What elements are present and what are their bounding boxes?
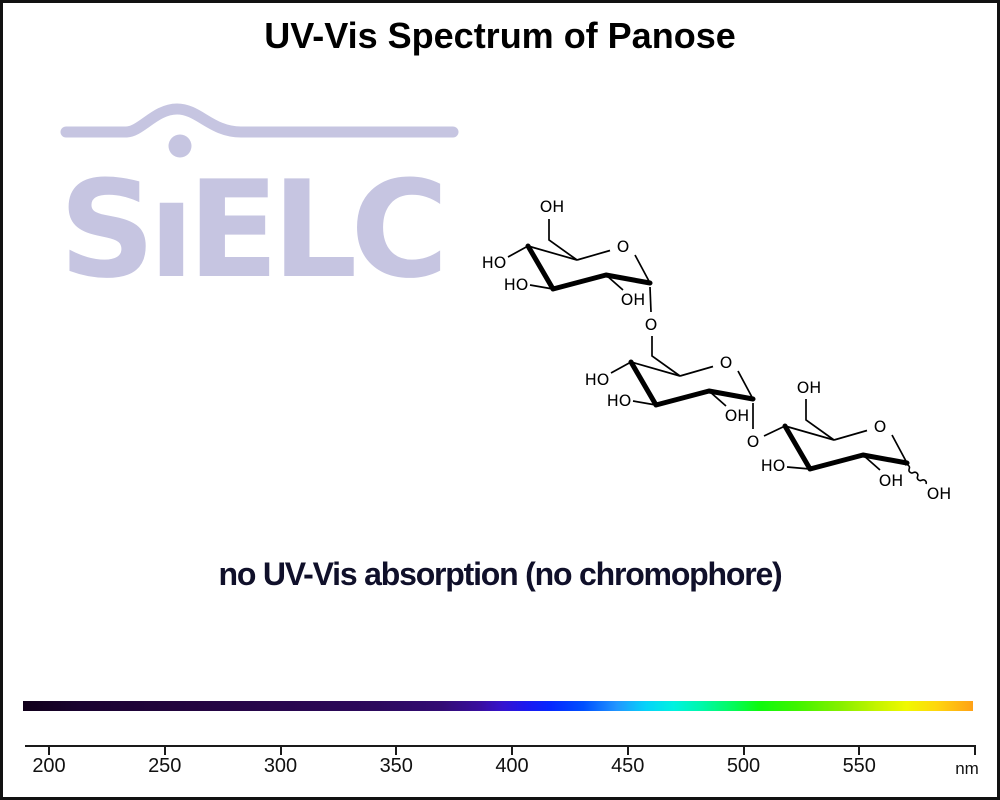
- atom-label: HO: [585, 370, 610, 389]
- spectrum-gradient-bar: [23, 701, 973, 711]
- annotation-text: no UV-Vis absorption (no chromophore): [218, 556, 782, 592]
- axis-tick-label: 550: [842, 755, 876, 777]
- atom-label: O: [617, 237, 630, 256]
- axis-tick-label: 500: [726, 755, 761, 777]
- logo-chromatogram-peak-line: [60, 103, 459, 138]
- atom-label: HO: [761, 456, 786, 475]
- ring1-bonds: [507, 219, 681, 377]
- axis-tick-label: 250: [148, 755, 182, 777]
- ring2-bonds: [610, 361, 786, 437]
- logo-peak-dot-icon: [168, 134, 192, 158]
- logo-text: SıELC: [59, 152, 442, 288]
- ring-bold-bonds: [525, 243, 910, 472]
- atom-label: OH: [879, 471, 904, 490]
- atom-label: O: [645, 315, 658, 334]
- axis-unit-label: nm: [955, 759, 979, 778]
- axis-tick-label: 450: [611, 755, 645, 777]
- axis-tick: [163, 745, 166, 755]
- axis-tick: [858, 745, 861, 755]
- axis-tick: [974, 745, 976, 755]
- atom-label: HO: [504, 275, 529, 294]
- axis-tick-label: 400: [495, 755, 529, 777]
- axis-tick: [395, 745, 398, 755]
- atom-label: HO: [482, 253, 507, 272]
- axis-tick: [511, 745, 513, 755]
- atom-label: O: [747, 432, 760, 451]
- sielc-logo-watermark: SıELC: [59, 103, 459, 288]
- atom-label: OH: [797, 378, 822, 397]
- anomeric-wavy-bond: [904, 463, 928, 485]
- axis-tick: [742, 745, 745, 755]
- axis-tick-label: 300: [263, 755, 298, 777]
- axis-tick: [48, 745, 50, 755]
- axis-tick: [279, 745, 282, 755]
- atom-label: O: [874, 417, 887, 436]
- axis-tick-label: 350: [379, 755, 413, 777]
- atom-label: OH: [621, 290, 646, 309]
- ring3-bonds: [784, 399, 928, 485]
- axis-tick-label: 200: [32, 755, 66, 777]
- atom-label: HO: [607, 391, 632, 410]
- atom-label: OH: [927, 484, 952, 503]
- page-title: UV-Vis Spectrum of Panose: [264, 15, 736, 56]
- axis-line: [25, 745, 975, 747]
- atom-label: OH: [540, 197, 565, 216]
- atom-label: OH: [725, 406, 750, 425]
- atom-label: O: [720, 353, 733, 372]
- axis-tick: [626, 745, 629, 755]
